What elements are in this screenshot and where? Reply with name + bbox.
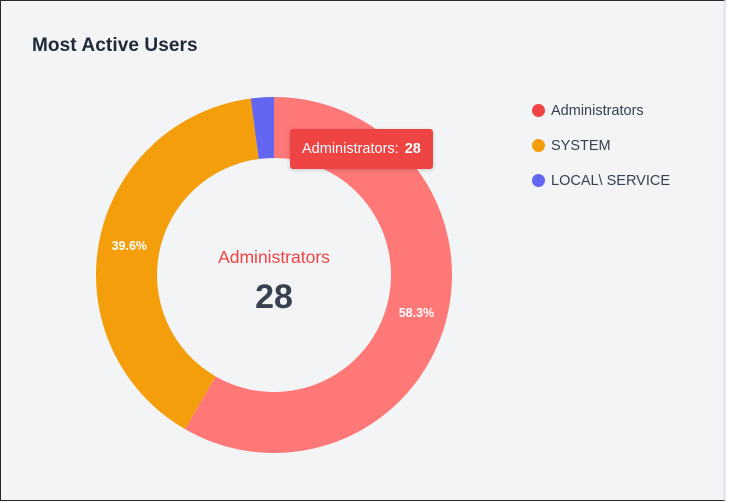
chart-tooltip: Administrators: 28	[290, 129, 433, 169]
legend-dot-local-service	[532, 174, 545, 187]
legend-label: SYSTEM	[551, 138, 611, 154]
slice-percent-label: 58.3%	[399, 306, 434, 320]
chart-legend: Administrators SYSTEM LOCAL\ SERVICE	[532, 101, 712, 206]
legend-item-system[interactable]: SYSTEM	[532, 136, 712, 171]
legend-label: LOCAL\ SERVICE	[551, 173, 671, 189]
legend-label: Administrators	[551, 103, 644, 119]
slice-percent-label: 39.6%	[112, 239, 147, 253]
tooltip-label: Administrators:	[302, 141, 399, 157]
center-label: Administrators	[218, 247, 330, 267]
slice-system[interactable]	[95, 98, 259, 430]
legend-dot-administrators	[532, 104, 545, 117]
slice-administrators[interactable]	[185, 97, 452, 453]
slice-local-service[interactable]	[250, 97, 274, 160]
legend-dot-system	[532, 139, 545, 152]
legend-item-local-service[interactable]: LOCAL\ SERVICE	[532, 171, 712, 206]
card-title: Most Active Users	[32, 35, 198, 56]
center-value: 28	[255, 278, 293, 316]
legend-item-administrators[interactable]: Administrators	[532, 101, 712, 136]
tooltip-value: 28	[404, 141, 421, 157]
